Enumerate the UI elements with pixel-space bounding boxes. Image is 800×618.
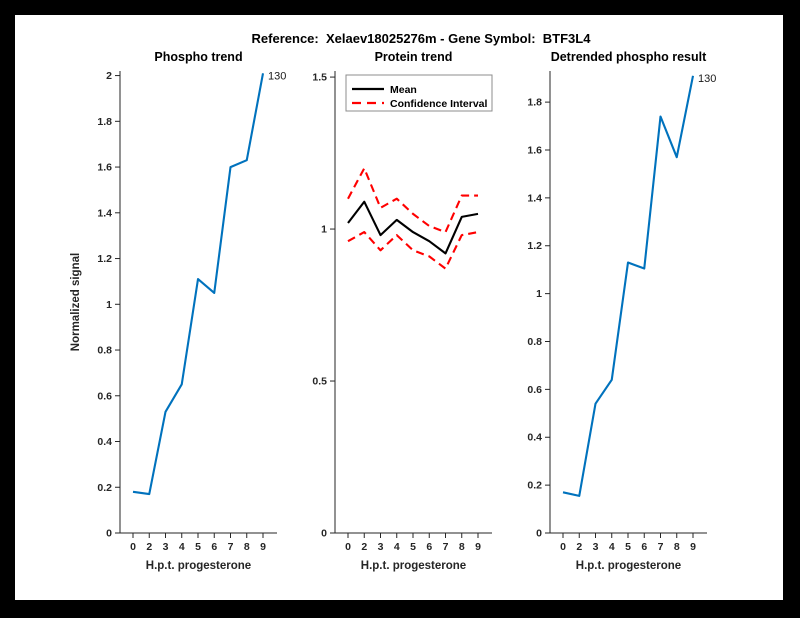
axis-frame: [119, 71, 277, 534]
y-tick-label: 0.4: [97, 436, 112, 448]
series-line: [347, 167, 478, 234]
y-tick-label: 0.2: [527, 480, 542, 492]
y-tick-label: 1.6: [527, 144, 542, 156]
y-tick-label: 1: [106, 299, 112, 311]
x-tick-label: 7: [228, 541, 234, 553]
subplot-title: Protein trend: [375, 50, 453, 64]
y-tick-label: 1.4: [527, 192, 542, 204]
axis-frame: [549, 71, 707, 534]
line-end-annotation: 130: [268, 70, 286, 82]
x-tick-label: 7: [443, 541, 449, 553]
legend-label: Mean: [390, 84, 417, 96]
x-tick-label: 2: [576, 541, 582, 553]
figure-title: Reference: Xelaev18025276m - Gene Symbol…: [251, 31, 591, 46]
y-tick-label: 1.8: [527, 97, 542, 109]
x-tick-label: 9: [260, 541, 266, 553]
x-tick-label: 3: [593, 541, 599, 553]
y-tick-label: 0: [321, 528, 327, 540]
x-tick-label: 8: [459, 541, 465, 553]
x-tick-label: 9: [690, 541, 696, 553]
x-tick-label: 3: [378, 541, 384, 553]
x-tick-label: 2: [146, 541, 152, 553]
x-tick-label: 6: [426, 541, 432, 553]
y-tick-label: 0.6: [527, 384, 542, 396]
y-axis-label: Normalized signal: [70, 253, 82, 351]
series-line: [132, 73, 265, 496]
figure-canvas: Reference: Xelaev18025276m - Gene Symbol…: [15, 15, 783, 600]
y-tick-label: 0.8: [527, 336, 542, 348]
y-tick-label: 0.6: [97, 390, 112, 402]
legend-box: [345, 74, 493, 112]
y-tick-label: 0.4: [527, 432, 542, 444]
x-tick-label: 3: [163, 541, 169, 553]
y-tick-label: 1: [536, 288, 542, 300]
subplot-title: Detrended phospho result: [551, 50, 707, 64]
x-tick-label: 0: [560, 541, 566, 553]
y-tick-label: 1.8: [97, 116, 112, 128]
x-tick-label: 6: [211, 541, 217, 553]
y-tick-label: 1.5: [312, 72, 327, 84]
x-tick-label: 2: [361, 541, 367, 553]
y-tick-label: 1.2: [527, 240, 542, 252]
axis-frame: [334, 71, 492, 534]
series-line: [347, 200, 479, 255]
y-tick-label: 0.5: [312, 376, 327, 388]
y-tick-label: 0: [106, 528, 112, 540]
x-tick-label: 4: [609, 541, 615, 553]
x-axis-label: H.p.t. progesterone: [576, 560, 681, 572]
legend-label: Confidence Interval: [390, 98, 488, 110]
y-tick-label: 1.4: [97, 207, 112, 219]
y-tick-label: 1.6: [97, 162, 112, 174]
line-end-annotation: 130: [698, 73, 716, 85]
x-tick-label: 0: [345, 541, 351, 553]
x-tick-label: 8: [244, 541, 250, 553]
series-line: [562, 75, 695, 497]
x-axis-label: H.p.t. progesterone: [361, 560, 466, 572]
y-tick-label: 0: [536, 528, 542, 540]
series-line: [347, 231, 479, 270]
x-tick-label: 7: [658, 541, 664, 553]
y-tick-label: 1.2: [97, 253, 112, 265]
x-tick-label: 5: [195, 541, 201, 553]
subplot-title: Phospho trend: [154, 50, 242, 64]
x-tick-label: 4: [179, 541, 185, 553]
x-axis-label: H.p.t. progesterone: [146, 560, 251, 572]
x-tick-label: 9: [475, 541, 481, 553]
y-tick-label: 0.2: [97, 482, 112, 494]
y-tick-label: 1: [321, 224, 327, 236]
x-tick-label: 4: [394, 541, 400, 553]
y-tick-label: 2: [106, 70, 112, 82]
x-tick-label: 0: [130, 541, 136, 553]
x-tick-label: 6: [641, 541, 647, 553]
y-tick-label: 0.8: [97, 345, 112, 357]
x-tick-label: 5: [625, 541, 631, 553]
x-tick-label: 5: [410, 541, 416, 553]
x-tick-label: 8: [674, 541, 680, 553]
